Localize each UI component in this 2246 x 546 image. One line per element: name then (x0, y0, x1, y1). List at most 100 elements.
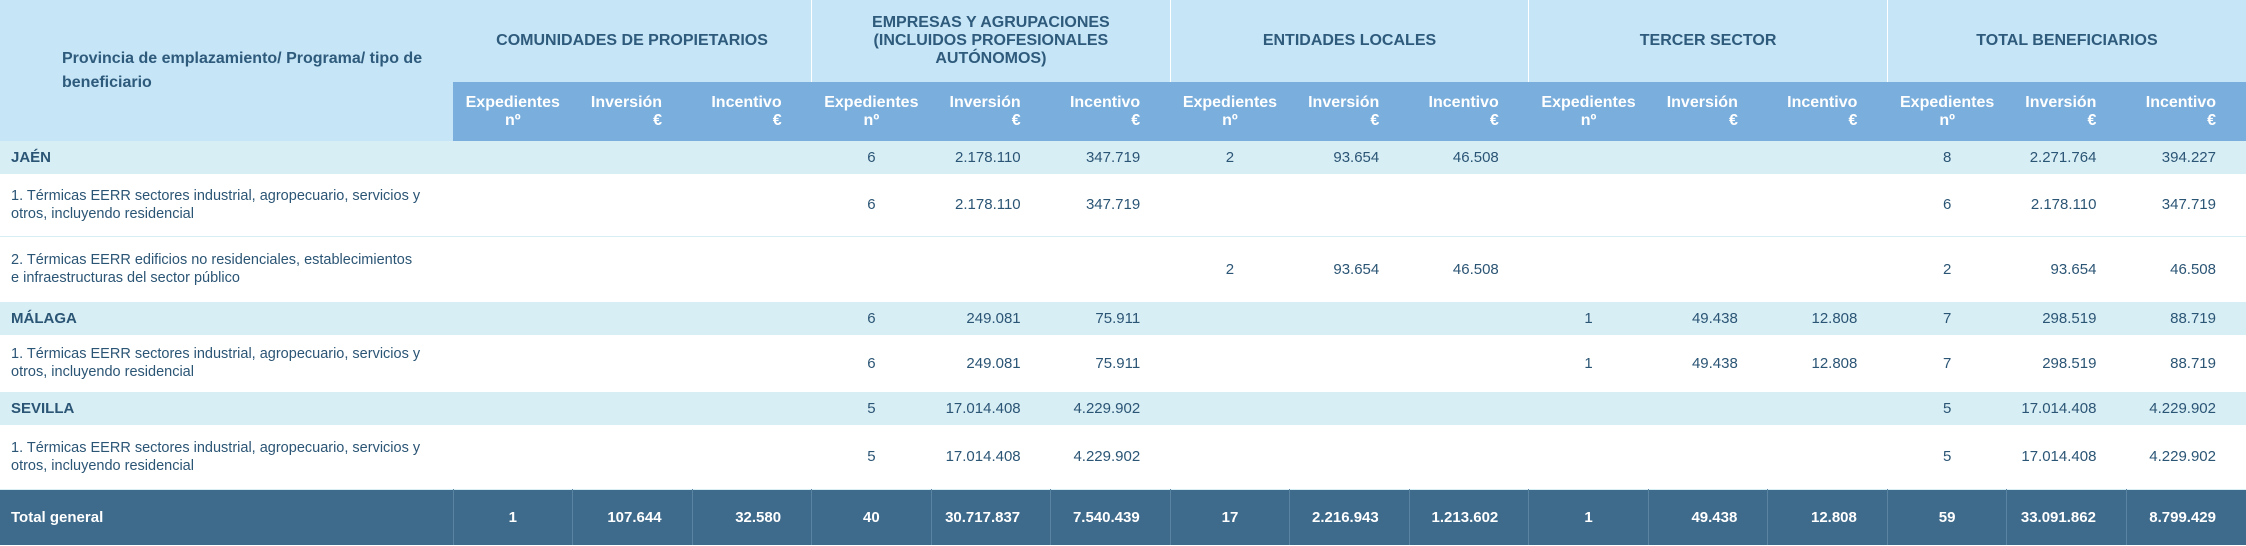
table-cell (1290, 302, 1410, 335)
table-cell: 1 (1584, 354, 1593, 372)
table-cell (453, 174, 573, 236)
table-cell: 17.014.408 (2021, 400, 2097, 418)
table-cell (1529, 174, 1649, 236)
table-cell: 2.271.764 (2029, 149, 2097, 166)
table-cell: 2.216.943 (1289, 489, 1410, 545)
table-cell (453, 302, 573, 335)
table-cell: 5 (1942, 400, 1952, 418)
table-cell (573, 425, 693, 489)
program-row: 1. Térmicas EERR sectores industrial, ag… (0, 335, 2246, 392)
program-label: 2. Térmicas EERR edificios no residencia… (11, 252, 413, 286)
table-cell (1768, 392, 1888, 425)
table-cell (1768, 141, 1888, 174)
table-cell: 49.438 (1691, 310, 1738, 328)
table-cell (1648, 392, 1768, 425)
table-cell: 33.091.862 (2006, 489, 2127, 545)
group-header: ENTIDADES LOCALES (1169, 0, 1529, 82)
column-header: Incentivo € (2126, 82, 2246, 141)
table-cell (1648, 425, 1768, 489)
table-cell: 75.911 (1095, 310, 1141, 328)
column-header: Inversión € (572, 82, 693, 141)
table-cell (1170, 335, 1290, 392)
table-cell: 6 (867, 354, 876, 372)
group-header: TERCER SECTOR (1528, 0, 1888, 82)
table-cell (1051, 236, 1171, 302)
table-cell (1409, 174, 1529, 236)
table-cell (1768, 425, 1888, 489)
table-cell: 17.014.408 (945, 400, 1021, 418)
table-cell (1409, 335, 1529, 392)
table-cell (1648, 174, 1768, 236)
table-cell (931, 236, 1051, 302)
table-cell (692, 141, 812, 174)
column-header: Incentivo € (1409, 82, 1529, 141)
table-cell: 2 (1225, 260, 1235, 278)
column-header: Incentivo € (1767, 82, 1888, 141)
table-cell (1409, 392, 1529, 425)
table-cell: 394.227 (2161, 149, 2216, 166)
table-cell (692, 335, 812, 392)
table-cell: 17.014.408 (2021, 448, 2097, 466)
table-cell: 93.654 (1333, 260, 1380, 278)
header-row: Provincia de emplazamiento/ Programa/ ti… (0, 0, 2246, 141)
table-cell: 5 (867, 400, 876, 418)
program-label: 1. Térmicas EERR sectores industrial, ag… (11, 439, 421, 474)
table-cell (573, 174, 693, 236)
column-header: Expedientes nº (1887, 82, 2007, 141)
table-cell: 12.808 (1811, 354, 1858, 372)
program-label: 1. Térmicas EERR sectores industrial, ag… (11, 346, 421, 381)
table-cell: 49.438 (1691, 354, 1738, 372)
table-cell (1768, 174, 1888, 236)
table-cell (1290, 425, 1410, 489)
table-cell: 88.719 (2170, 310, 2216, 328)
column-header: Incentivo € (692, 82, 812, 141)
table-cell: 2 (1942, 260, 1952, 278)
column-header: Inversión € (931, 82, 1051, 141)
table-cell (573, 141, 693, 174)
table-cell (1170, 302, 1290, 335)
table-cell: 4.229.902 (1073, 400, 1141, 418)
table-cell (1290, 174, 1410, 236)
province-name: JAÉN (11, 149, 52, 166)
table-cell: 1 (1528, 489, 1649, 545)
table-cell: 8.799.429 (2125, 489, 2246, 545)
table-cell: 46.508 (2170, 260, 2216, 278)
table-cell (453, 392, 573, 425)
table-cell: 6 (867, 196, 876, 214)
province-row: SEVILLA 5 17.014.408 4.229.902 5 17.014.408 4.… (0, 392, 2246, 425)
table-cell: 40 (811, 489, 932, 545)
subheader-row: Expedientes nº Inversión € Incentivo € Expe… (0, 82, 2246, 141)
table-cell (1170, 425, 1290, 489)
table-cell: 12.808 (1811, 310, 1858, 328)
table-cell: 49.438 (1647, 489, 1768, 545)
table-cell: 2.178.110 (955, 149, 1021, 166)
table-cell (812, 236, 932, 302)
province-name: SEVILLA (11, 400, 75, 418)
table-cell: 1 (452, 489, 573, 545)
province-name: MÁLAGA (11, 310, 77, 328)
province-row: JAÉN 6 2.178.110 347.719 2 93.654 46.508 8 2.271… (0, 141, 2246, 174)
table-cell: 6 (1942, 196, 1952, 214)
column-header: Expedientes nº (453, 82, 573, 141)
table-cell (573, 236, 693, 302)
table-cell (1768, 236, 1888, 302)
table-cell: 30.717.837 (930, 489, 1051, 545)
table-cell: 249.081 (966, 354, 1021, 372)
table-cell: 298.519 (2042, 354, 2097, 372)
table-cell: 12.808 (1767, 489, 1888, 545)
table-cell (453, 141, 573, 174)
table-cell (1529, 141, 1649, 174)
column-header: Expedientes nº (1170, 82, 1290, 141)
table-cell: 17 (1169, 489, 1290, 545)
table-cell (1290, 392, 1410, 425)
table-cell: 46.508 (1452, 260, 1499, 278)
province-row: MÁLAGA 6 249.081 75.911 1 49.438 12.808 7 298.51… (0, 302, 2246, 335)
column-header: Inversión € (2006, 82, 2127, 141)
column-header: Expedientes nº (811, 82, 932, 141)
group-header: COMUNIDADES DE PROPIETARIOS (453, 0, 812, 82)
table-cell (453, 425, 573, 489)
table-cell: 1.213.602 (1408, 489, 1529, 545)
column-header: Incentivo € (1050, 82, 1171, 141)
group-header: EMPRESAS Y AGRUPACIONES (INCLUIDOS PROFE… (811, 0, 1171, 82)
row-header: Provincia de emplazamiento/ Programa/ ti… (0, 0, 453, 141)
